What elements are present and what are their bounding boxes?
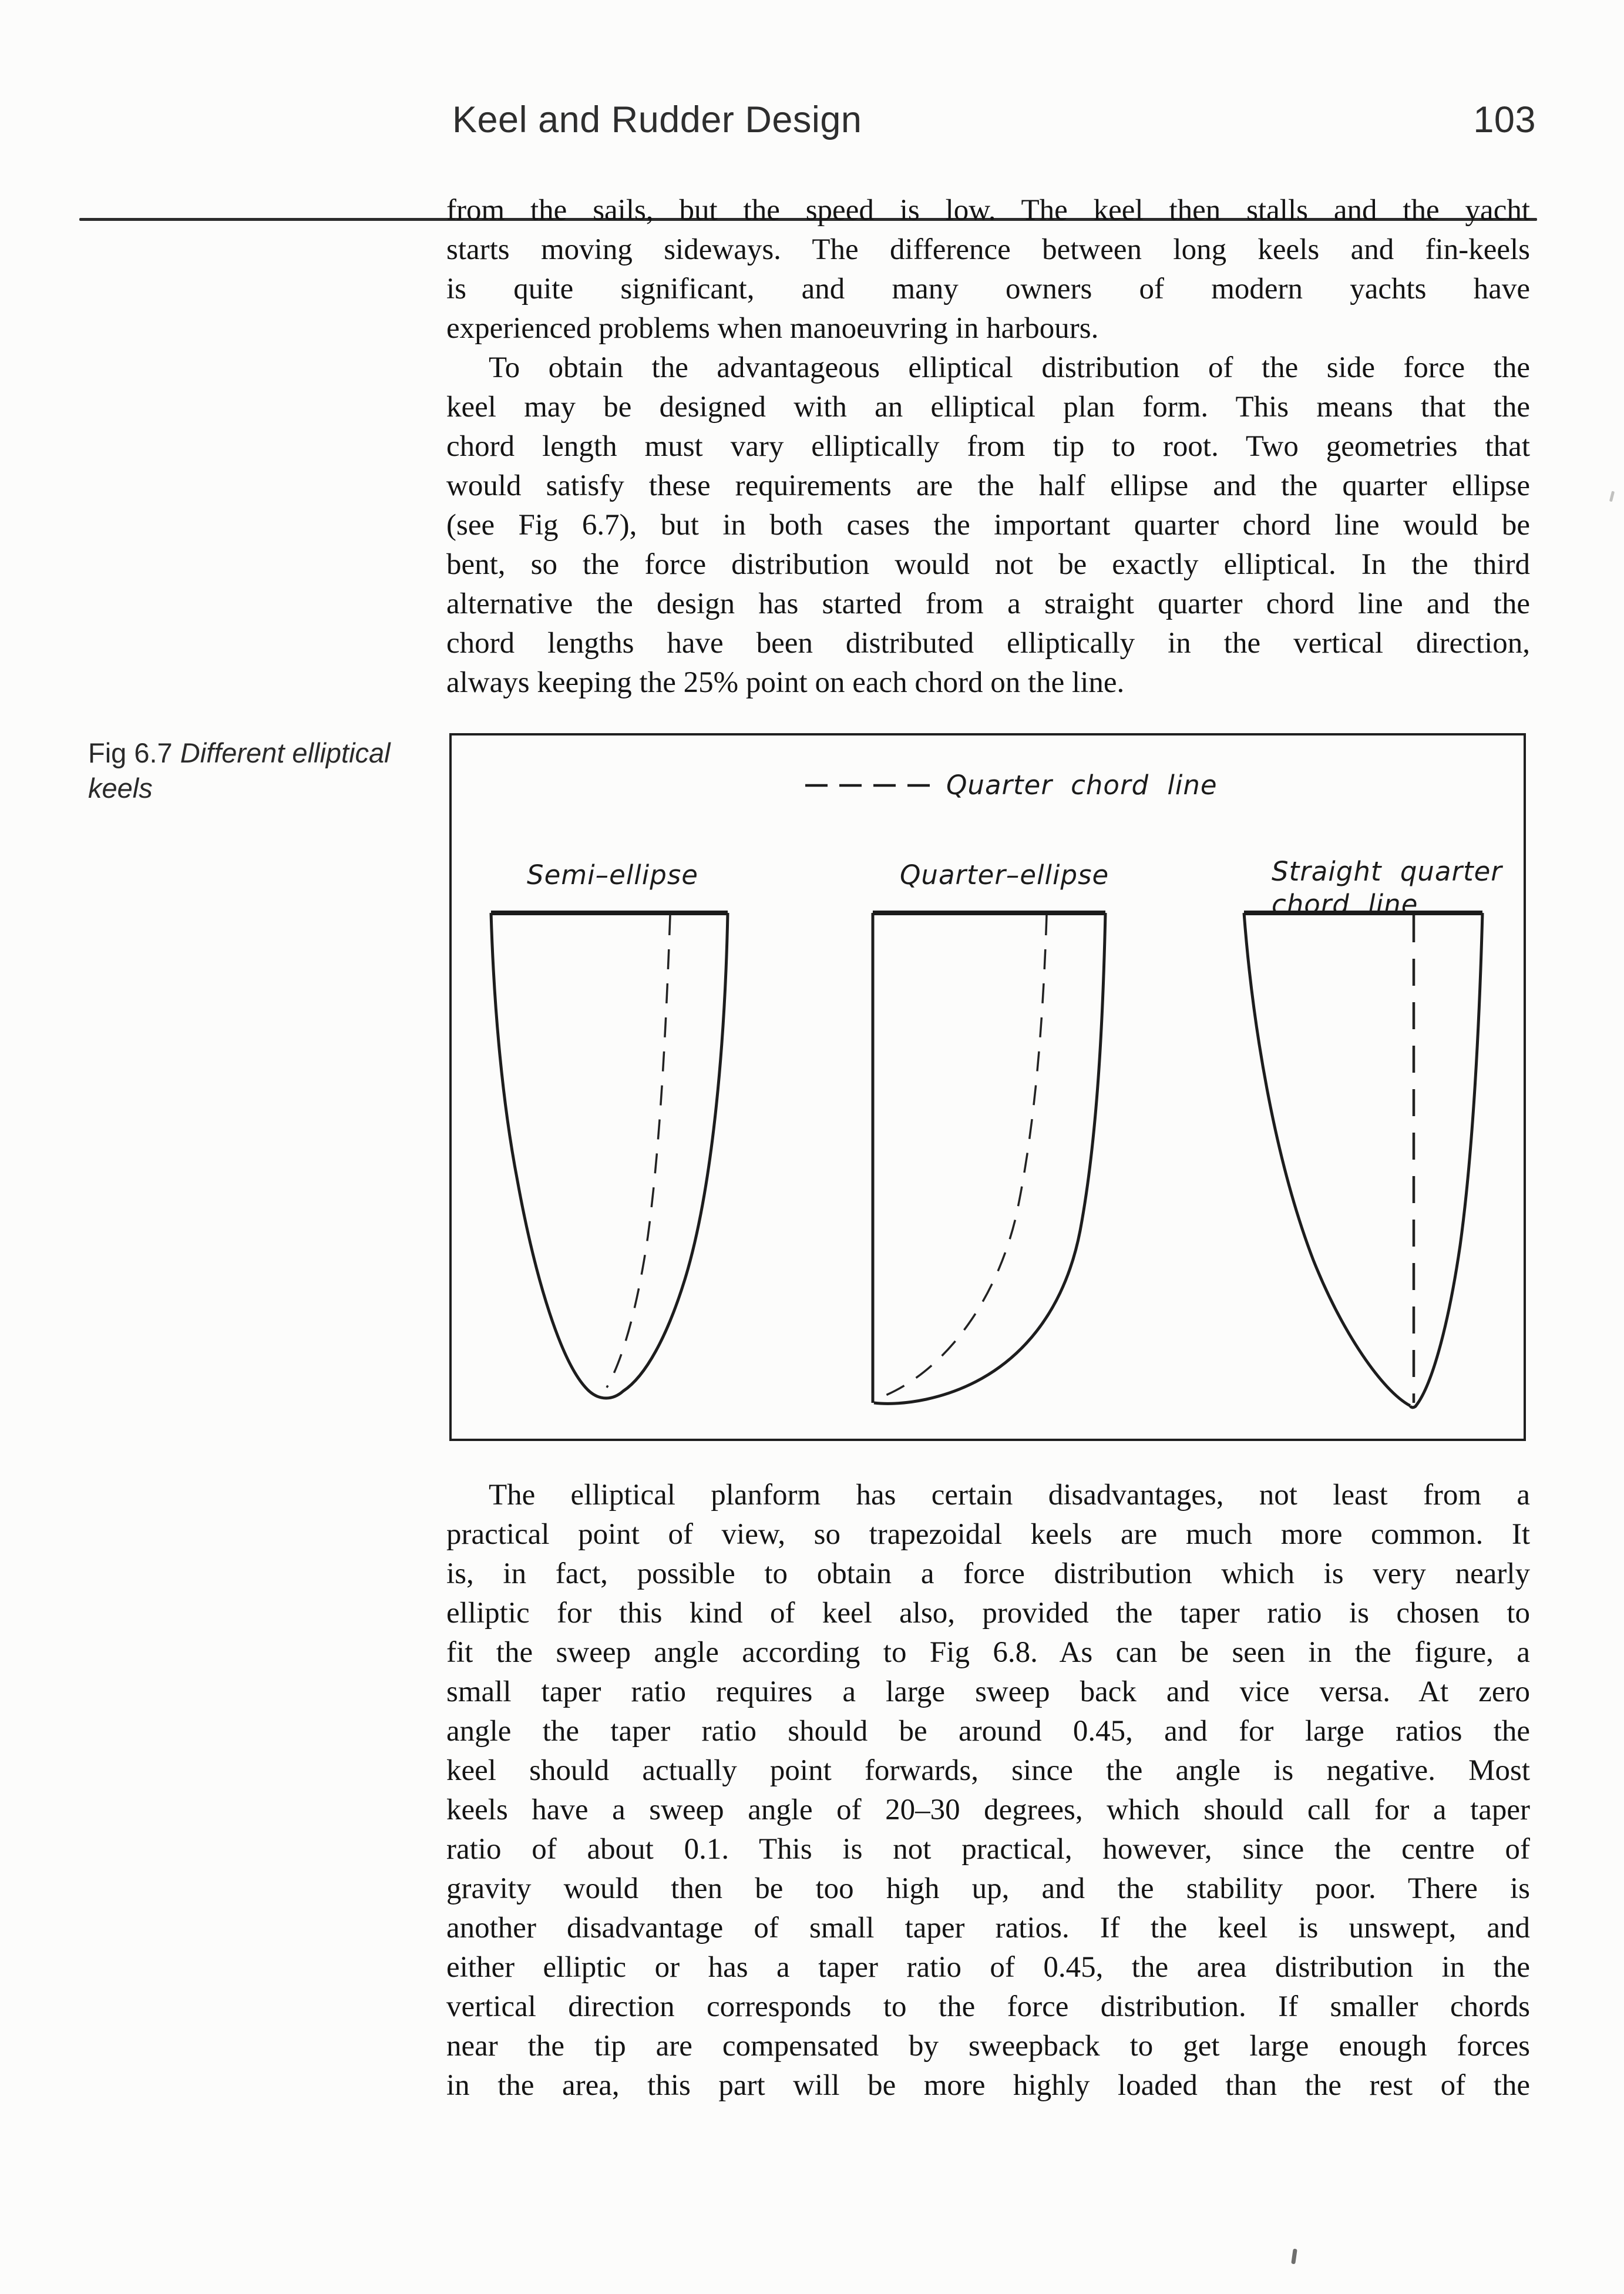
figure-legend: Quarter chord line xyxy=(804,770,1218,801)
text-line: alternative the design has started from … xyxy=(446,587,1530,620)
text-line: starts moving sideways. The difference b… xyxy=(446,233,1530,266)
text-line: would satisfy these requirements are the… xyxy=(446,469,1530,502)
text-line: The elliptical planform has certain disa… xyxy=(489,1479,1530,1512)
text-line: experienced problems when manoeuvring in… xyxy=(446,312,1099,345)
legend-label: Quarter chord line xyxy=(946,770,1218,801)
header-rule xyxy=(79,218,1537,221)
figure-caption-text: Different elliptical keels xyxy=(88,737,391,804)
text-line: fit the sweep angle according to Fig 6.8… xyxy=(446,1636,1530,1669)
text-line: bent, so the force distribution would no… xyxy=(446,548,1530,581)
text-line: keel should actually point forwards, sin… xyxy=(446,1754,1530,1787)
text-line: elliptic for this kind of keel also, pro… xyxy=(446,1597,1530,1630)
figure-caption: Fig 6.7 Different elliptical keels xyxy=(88,735,458,806)
text-line: chord length must vary elliptically from… xyxy=(446,430,1530,463)
text-block-upper: from the sails, but the speed is low. Th… xyxy=(446,191,1530,703)
text-line: from the sails, but the speed is low. Th… xyxy=(446,194,1530,227)
text-line: vertical direction corresponds to the fo… xyxy=(446,1990,1530,2023)
text-line: always keeping the 25% point on each cho… xyxy=(446,666,1125,699)
text-line: in the area, this part will be more high… xyxy=(446,2069,1530,2102)
text-block-lower: The elliptical planform has certain disa… xyxy=(446,1476,1530,2105)
text-line: chord lengths have been distributed elli… xyxy=(446,627,1530,660)
text-line: either elliptic or has a taper ratio of … xyxy=(446,1951,1530,1984)
text-line: is, in fact, possible to obtain a force … xyxy=(446,1557,1530,1590)
text-line: To obtain the advantageous elliptical di… xyxy=(489,351,1530,384)
page-header: Keel and Rudder Design 103 xyxy=(452,99,1536,141)
paragraph: To obtain the advantageous elliptical di… xyxy=(446,348,1530,703)
paragraph: The elliptical planform has certain disa… xyxy=(446,1476,1530,2105)
figure-caption-number: Fig 6.7 xyxy=(88,737,173,768)
text-line: keels have a sweep angle of 20–30 degree… xyxy=(446,1793,1530,1826)
text-line: practical point of view, so trapezoidal … xyxy=(446,1518,1530,1551)
page-number: 103 xyxy=(1473,99,1536,140)
dashed-line-sample xyxy=(805,784,937,787)
running-title: Keel and Rudder Design xyxy=(452,99,862,140)
keel-label-quarter-ellipse: Quarter–ellipse xyxy=(900,859,1109,891)
figure-6-7: Quarter chord line Semi–ellipse Quarter–… xyxy=(449,733,1526,1441)
keel-drawing-quarter-ellipse xyxy=(870,911,1108,1413)
paragraph: from the sails, but the speed is low. Th… xyxy=(446,191,1530,348)
text-line: gravity would then be too high up, and t… xyxy=(446,1872,1530,1905)
keel-drawing-straight-quarter-chord xyxy=(1242,911,1485,1415)
text-line: small taper ratio requires a large sweep… xyxy=(446,1675,1530,1708)
text-line: is quite significant, and many owners of… xyxy=(446,273,1530,305)
keel-drawing-semi-ellipse xyxy=(488,911,731,1413)
text-line: angle the taper ratio should be around 0… xyxy=(446,1715,1530,1748)
scan-artifact xyxy=(1609,491,1615,502)
text-line: ratio of about 0.1. This is not practica… xyxy=(446,1833,1530,1866)
text-line: another disadvantage of small taper rati… xyxy=(446,1912,1530,1944)
keel-label-semi-ellipse: Semi–ellipse xyxy=(527,859,698,891)
text-line: keel may be designed with an elliptical … xyxy=(446,391,1530,424)
text-line: near the tip are compensated by sweepbac… xyxy=(446,2030,1530,2063)
scan-artifact xyxy=(1291,2248,1297,2265)
text-line: (see Fig 6.7), but in both cases the imp… xyxy=(446,509,1530,542)
